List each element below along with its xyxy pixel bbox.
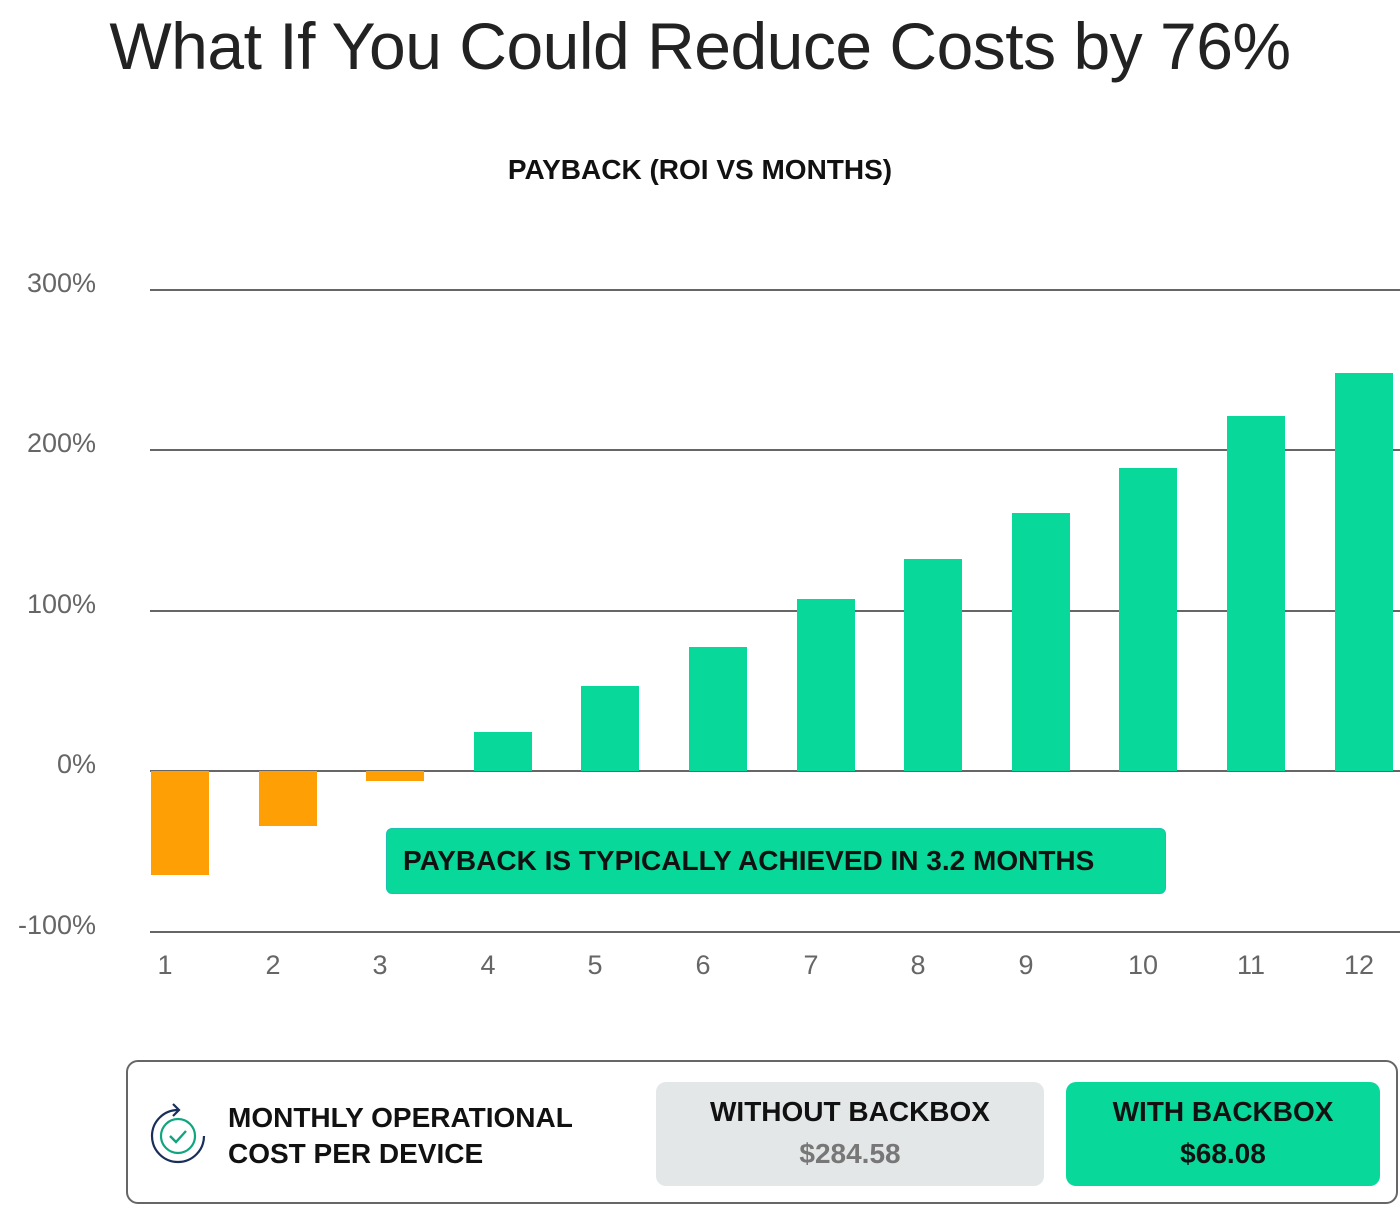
refresh-check-icon (150, 1103, 206, 1164)
bar (797, 599, 855, 771)
y-tick-label: 100% (26, 589, 96, 619)
cost-panel-label: MONTHLY OPERATIONAL COST PER DEVICE (228, 1100, 573, 1172)
without-backbox-label: WITHOUT BACKBOX (710, 1096, 990, 1127)
x-tick-label: 11 (1236, 950, 1266, 980)
gridline (150, 449, 1400, 451)
chart-title: PAYBACK (ROI VS MONTHS) (507, 154, 893, 185)
x-tick-label: 2 (265, 950, 281, 980)
y-tick-label: 0% (56, 749, 96, 779)
cost-panel-label-line1: MONTHLY OPERATIONAL (228, 1102, 573, 1133)
x-tick-label: 1 (157, 950, 173, 980)
x-tick-label: 4 (480, 950, 496, 980)
x-tick-label: 12 (1343, 950, 1375, 980)
cost-panel-label-line2: COST PER DEVICE (228, 1138, 484, 1169)
bar (1227, 416, 1285, 771)
bar (1119, 468, 1177, 771)
bar (904, 559, 962, 771)
bar (474, 732, 532, 771)
payback-callout-text: PAYBACK IS TYPICALLY ACHIEVED IN 3.2 MON… (403, 845, 1095, 876)
page-title: What If You Could Reduce Costs by 76% (109, 9, 1291, 83)
x-tick-label: 3 (372, 950, 388, 980)
x-tick-label: 5 (587, 950, 603, 980)
bar (1012, 513, 1070, 771)
bar (581, 686, 639, 771)
x-tick-label: 10 (1127, 950, 1159, 980)
x-tick-label: 6 (695, 950, 711, 980)
bar (689, 647, 747, 771)
gridline (150, 610, 1400, 612)
bar-chart: 300% 200% 100% 0% -100% 1 2 3 4 5 6 7 8 9 10 11 12 (17, 268, 1400, 980)
x-tick-label: 7 (803, 950, 819, 980)
bar (259, 771, 317, 826)
gridline (150, 931, 1400, 933)
cost-panel: MONTHLY OPERATIONAL COST PER DEVICE WITH… (126, 1060, 1398, 1204)
y-tick-label: 200% (26, 428, 96, 458)
y-tick-label: 300% (26, 268, 96, 298)
payback-callout: PAYBACK IS TYPICALLY ACHIEVED IN 3.2 MON… (386, 828, 1166, 894)
with-backbox-value: $68.08 (1180, 1138, 1266, 1169)
bar (366, 771, 424, 781)
gridline (150, 770, 1400, 772)
without-backbox-value: $284.58 (799, 1138, 901, 1169)
bar (1335, 373, 1393, 771)
y-tick-label: -100% (17, 910, 96, 940)
without-backbox-box: WITHOUT BACKBOX $284.58 (656, 1082, 1044, 1186)
with-backbox-box: WITH BACKBOX $68.08 (1066, 1082, 1380, 1186)
x-tick-label: 9 (1018, 950, 1034, 980)
gridline (150, 289, 1400, 291)
with-backbox-label: WITH BACKBOX (1112, 1096, 1334, 1127)
bar (151, 771, 209, 875)
x-tick-label: 8 (910, 950, 926, 980)
